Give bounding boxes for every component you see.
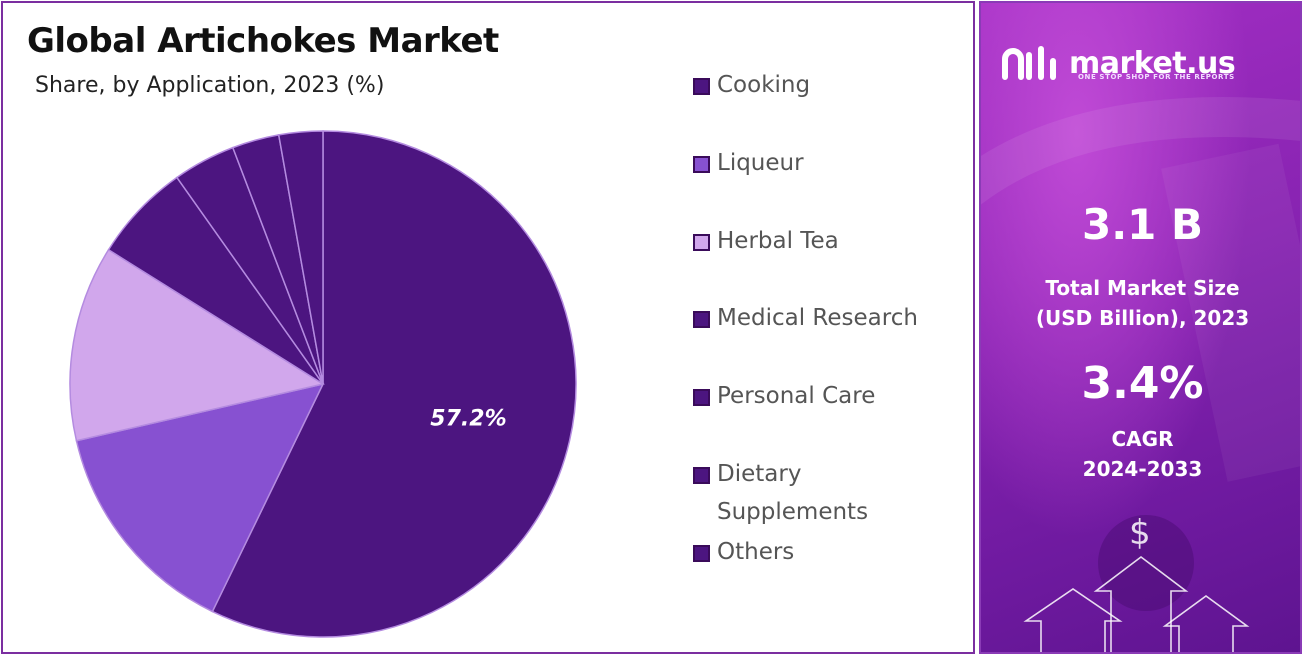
market-size-label-line2: (USD Billion), 2023 [1035,306,1250,330]
legend-label: Cooking [717,72,811,98]
chart-subtitle: Share, by Application, 2023 (%) [35,73,385,98]
pie-label-cooking: 57.2% [430,406,506,431]
pie-chart: 57.2% [69,130,577,638]
summary-panel: market.us ONE STOP SHOP FOR THE REPORTS … [979,1,1302,654]
legend-swatch [693,545,710,562]
legend-label: Medical Research [717,305,918,331]
dollar-icon: $ [1129,513,1151,553]
legend-swatch [693,311,710,328]
legend-swatch [693,156,710,173]
pie-slice-liqueur [75,382,325,613]
chart-title: Global Artichokes Market [27,21,499,61]
legend-label: Dietary Supplements [717,461,869,525]
legend-label: Liqueur [717,150,804,176]
legend-item-personal-care: Personal Care [693,383,967,415]
legend-label: Others [717,539,795,565]
market-size-label: Total Market Size (USD Billion), 2023 [981,273,1300,333]
market-size-value: 3.1 B [1081,200,1204,249]
legend-swatch [693,389,710,406]
brand-name: market.us [1069,45,1236,81]
cagr-label: CAGR 2024-2033 [981,424,1300,484]
chart-panel: Global Artichokes Market Share, by Appli… [1,1,975,654]
growth-arrows-icon [1023,555,1250,652]
legend-item-dietary-supplements: Dietary Supplements [693,461,907,531]
legend-item-liqueur: Liqueur [693,150,967,182]
cagr-label-line2: 2024-2033 [1082,457,1203,481]
brand: market.us [1001,41,1236,85]
cagr-label-line1: CAGR [1111,427,1174,451]
legend-item-herbal-tea: Herbal Tea [693,228,967,260]
legend-item-medical-research: Medical Research [693,305,967,337]
background-decoration [981,97,1300,611]
legend-swatch [693,234,710,251]
market-size-label-line1: Total Market Size [1045,276,1240,300]
pie-slice-cooking [211,130,577,638]
pie-slice-herbal-tea [69,248,325,442]
market-us-logo-icon [1002,46,1056,80]
legend-item-others: Others [693,539,967,571]
legend-item-cooking: Cooking [693,72,967,104]
legend-swatch [693,78,710,95]
legend-label: Personal Care [717,383,876,409]
legend-swatch [693,467,710,484]
brand-tagline: ONE STOP SHOP FOR THE REPORTS [1078,73,1235,81]
pie-slice-others [277,130,324,385]
legend-label: Herbal Tea [717,228,839,254]
cagr-value: 3.4% [1081,358,1204,409]
